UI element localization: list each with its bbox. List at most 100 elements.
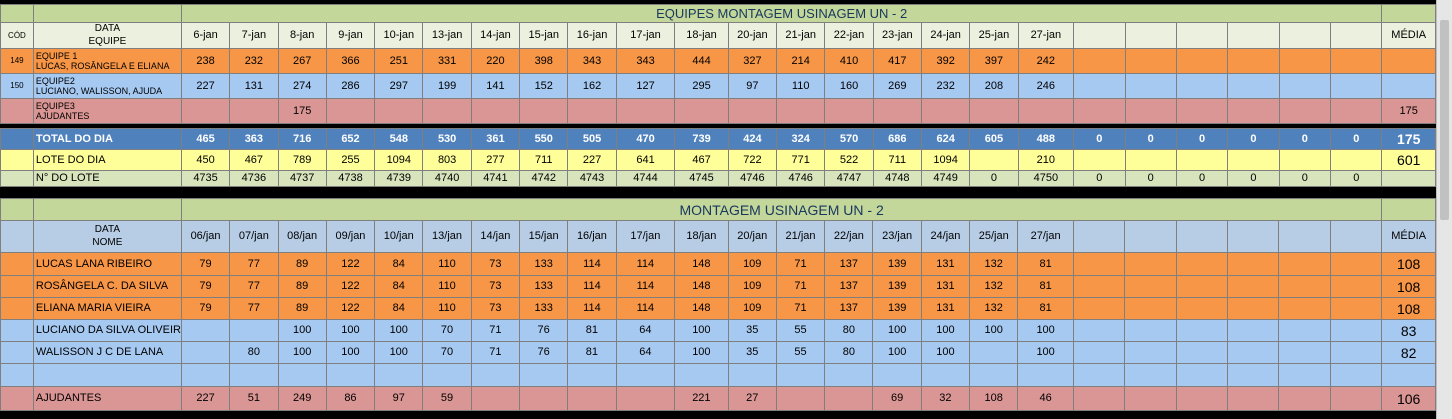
cod-header[interactable]: CÓD xyxy=(0,22,34,49)
value-cell[interactable] xyxy=(1278,319,1331,342)
value-cell[interactable] xyxy=(277,363,327,387)
total-cell[interactable]: 465 xyxy=(180,128,231,150)
lote-cell[interactable]: 1094 xyxy=(920,149,971,171)
value-cell[interactable]: 84 xyxy=(374,275,424,298)
value-cell[interactable]: 148 xyxy=(674,275,729,298)
blank-cell[interactable] xyxy=(1381,4,1436,23)
date-header[interactable]: 14/jan xyxy=(470,220,520,253)
nlote-cell[interactable]: 4743 xyxy=(567,170,617,187)
value-cell[interactable] xyxy=(1124,73,1177,99)
total-cell[interactable]: 361 xyxy=(470,128,521,150)
total-cell[interactable]: 550 xyxy=(519,128,569,150)
date-header[interactable]: 9-jan xyxy=(325,22,376,49)
value-cell[interactable]: 139 xyxy=(872,297,922,320)
value-cell[interactable]: 110 xyxy=(422,275,472,298)
nlote-cell[interactable]: 4747 xyxy=(824,170,874,187)
value-cell[interactable] xyxy=(180,341,231,364)
value-cell[interactable]: 35 xyxy=(727,341,777,364)
person-name[interactable]: AJUDANTES xyxy=(32,386,182,411)
lote-media[interactable]: 601 xyxy=(1381,149,1436,171)
value-cell[interactable]: 81 xyxy=(1017,252,1074,276)
value-cell[interactable] xyxy=(1175,341,1229,364)
nlote-cell[interactable]: 0 xyxy=(1227,170,1280,187)
value-cell[interactable]: 100 xyxy=(1017,341,1074,364)
value-cell[interactable]: 89 xyxy=(277,275,327,298)
value-cell[interactable]: 73 xyxy=(470,297,520,320)
date-header[interactable]: 6-jan xyxy=(180,22,231,49)
value-cell[interactable] xyxy=(1124,363,1177,387)
value-cell[interactable]: 232 xyxy=(229,48,279,74)
value-cell[interactable]: 327 xyxy=(727,48,778,74)
value-cell[interactable]: 132 xyxy=(969,275,1019,298)
value-cell[interactable]: 71 xyxy=(775,297,826,320)
value-cell[interactable] xyxy=(1278,363,1331,387)
date-header[interactable]: 18-jan xyxy=(674,22,729,49)
total-cell[interactable]: 548 xyxy=(374,128,424,150)
total-cell[interactable]: 0 xyxy=(1330,128,1383,150)
value-cell[interactable]: 100 xyxy=(1017,319,1074,342)
value-cell[interactable]: 77 xyxy=(229,252,279,276)
nlote-cell[interactable]: 4745 xyxy=(674,170,729,187)
value-cell[interactable] xyxy=(1124,386,1177,411)
value-cell[interactable] xyxy=(180,363,231,387)
lote-cell[interactable]: 467 xyxy=(229,149,279,171)
sheet-title[interactable]: EQUIPES MONTAGEM USINAGEM UN - 2 xyxy=(180,4,1383,23)
value-cell[interactable] xyxy=(1124,319,1177,342)
value-cell[interactable] xyxy=(229,98,279,124)
value-cell[interactable]: 46 xyxy=(1017,386,1074,411)
value-cell[interactable]: 100 xyxy=(277,319,327,342)
value-cell[interactable] xyxy=(775,386,826,411)
media-cell[interactable] xyxy=(1381,48,1436,74)
value-cell[interactable]: 100 xyxy=(969,319,1019,342)
date-header[interactable]: 17/jan xyxy=(615,220,676,253)
media-cell[interactable]: 108 xyxy=(1381,252,1436,276)
date-header[interactable]: 17-jan xyxy=(615,22,676,49)
lote-cell[interactable] xyxy=(1227,149,1280,171)
value-cell[interactable]: 242 xyxy=(1017,48,1075,74)
blank-cell[interactable] xyxy=(0,198,34,221)
value-cell[interactable] xyxy=(872,98,922,124)
vertical-scrollbar[interactable] xyxy=(1436,0,1452,419)
total-cell[interactable]: 424 xyxy=(727,128,778,150)
value-cell[interactable]: 131 xyxy=(920,275,971,298)
value-cell[interactable]: 71 xyxy=(775,252,826,276)
total-cell[interactable]: 652 xyxy=(325,128,376,150)
value-cell[interactable] xyxy=(1124,341,1177,364)
value-cell[interactable]: 227 xyxy=(180,73,231,99)
value-cell[interactable]: 221 xyxy=(674,386,729,411)
value-cell[interactable]: 81 xyxy=(1017,275,1074,298)
date-header[interactable]: 15-jan xyxy=(519,22,569,49)
value-cell[interactable] xyxy=(1072,341,1126,364)
value-cell[interactable]: 108 xyxy=(969,386,1019,411)
date-header[interactable] xyxy=(1072,220,1126,253)
blank-cell[interactable] xyxy=(0,297,34,320)
value-cell[interactable] xyxy=(567,363,617,387)
value-cell[interactable] xyxy=(1278,252,1331,276)
value-cell[interactable] xyxy=(180,319,231,342)
value-cell[interactable]: 86 xyxy=(325,386,376,411)
value-cell[interactable]: 417 xyxy=(872,48,922,74)
value-cell[interactable]: 131 xyxy=(920,297,971,320)
value-cell[interactable]: 131 xyxy=(920,252,971,276)
value-cell[interactable] xyxy=(374,363,424,387)
lote-cell[interactable]: 711 xyxy=(872,149,922,171)
date-header[interactable]: 21-jan xyxy=(776,22,826,49)
total-media[interactable]: 175 xyxy=(1381,128,1436,150)
date-header[interactable] xyxy=(1073,22,1126,49)
date-header[interactable]: 16/jan xyxy=(567,220,617,253)
value-cell[interactable] xyxy=(1072,386,1126,411)
value-cell[interactable] xyxy=(1278,98,1332,124)
value-cell[interactable]: 114 xyxy=(615,297,676,320)
value-cell[interactable] xyxy=(325,363,376,387)
value-cell[interactable]: 227 xyxy=(180,386,231,411)
value-cell[interactable]: 100 xyxy=(920,319,971,342)
value-cell[interactable] xyxy=(776,98,826,124)
value-cell[interactable] xyxy=(615,363,676,387)
value-cell[interactable]: 397 xyxy=(969,48,1019,74)
sheet-title[interactable]: MONTAGEM USINAGEM UN - 2 xyxy=(180,198,1383,221)
value-cell[interactable]: 199 xyxy=(422,73,472,99)
value-cell[interactable]: 122 xyxy=(325,252,376,276)
value-cell[interactable]: 59 xyxy=(422,386,472,411)
data-nome-header[interactable]: DATA NOME xyxy=(32,220,182,253)
value-cell[interactable]: 297 xyxy=(374,73,424,99)
